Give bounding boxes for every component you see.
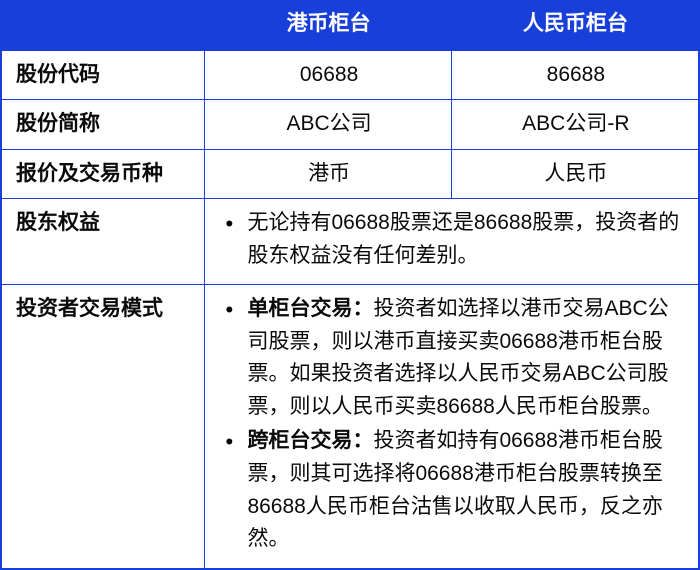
label-stock-code: 股份代码 bbox=[2, 51, 204, 100]
label-stock-name-text: 股份简称 bbox=[16, 108, 100, 141]
header-rmb: 人民币柜台 bbox=[451, 0, 698, 49]
value-name-hkd: ABC公司 bbox=[204, 100, 450, 149]
mode-bullet-list: 单柜台交易：投资者如选择以港币交易ABC公司股票，则以港币直接买卖06688港币… bbox=[221, 293, 682, 557]
row-stock-name: 股份简称 ABC公司 ABC公司-R bbox=[2, 99, 698, 149]
header-blank bbox=[2, 0, 204, 49]
row-stock-code: 股份代码 06688 86688 bbox=[2, 49, 698, 100]
label-currency: 报价及交易币种 bbox=[2, 150, 204, 199]
label-rights: 股东权益 bbox=[2, 199, 204, 284]
label-currency-text: 报价及交易币种 bbox=[16, 158, 163, 191]
row-currency: 报价及交易币种 港币 人民币 bbox=[2, 149, 698, 199]
mode-bullet-cross: 跨柜台交易：投资者如持有06688港币柜台股票，则其可选择将06688港币柜台股… bbox=[221, 425, 682, 555]
value-name-rmb: ABC公司-R bbox=[451, 100, 698, 149]
rights-bullet: 无论持有06688股票还是86688股票，投资者的股东权益没有任何差别。 bbox=[221, 207, 682, 272]
table-body: 股份代码 06688 86688 股份简称 ABC公司 ABC公司-R 报价及交… bbox=[2, 49, 698, 568]
value-code-rmb-text: 86688 bbox=[547, 59, 605, 92]
value-rights: 无论持有06688股票还是86688股票，投资者的股东权益没有任何差别。 bbox=[204, 199, 698, 284]
value-name-rmb-text: ABC公司-R bbox=[522, 108, 629, 141]
value-code-hkd-text: 06688 bbox=[300, 59, 358, 92]
table-header-row: 港币柜台 人民币柜台 bbox=[2, 0, 698, 49]
row-shareholder-rights: 股东权益 无论持有06688股票还是86688股票，投资者的股东权益没有任何差别… bbox=[2, 198, 698, 284]
value-currency-rmb: 人民币 bbox=[451, 150, 698, 199]
dual-counter-table: 港币柜台 人民币柜台 股份代码 06688 86688 股份简称 ABC公司 A… bbox=[0, 0, 700, 570]
value-code-hkd: 06688 bbox=[204, 51, 450, 100]
label-rights-text: 股东权益 bbox=[16, 207, 100, 240]
value-currency-hkd: 港币 bbox=[204, 150, 450, 199]
label-stock-code-text: 股份代码 bbox=[16, 59, 100, 92]
label-mode-text: 投资者交易模式 bbox=[16, 293, 163, 326]
label-mode: 投资者交易模式 bbox=[2, 285, 204, 567]
label-stock-name: 股份简称 bbox=[2, 100, 204, 149]
header-rmb-text: 人民币柜台 bbox=[523, 8, 628, 41]
value-currency-rmb-text: 人民币 bbox=[544, 158, 607, 191]
mode-b2-title: 跨柜台交易： bbox=[247, 429, 373, 452]
mode-b1-title: 单柜台交易： bbox=[247, 297, 373, 320]
value-name-hkd-text: ABC公司 bbox=[286, 108, 371, 141]
rights-bullet-text: 无论持有06688股票还是86688股票，投资者的股东权益没有任何差别。 bbox=[247, 211, 679, 267]
header-hkd: 港币柜台 bbox=[204, 0, 450, 49]
row-trading-mode: 投资者交易模式 单柜台交易：投资者如选择以港币交易ABC公司股票，则以港币直接买… bbox=[2, 284, 698, 567]
value-currency-hkd-text: 港币 bbox=[308, 158, 350, 191]
rights-bullet-list: 无论持有06688股票还是86688股票，投资者的股东权益没有任何差别。 bbox=[221, 207, 682, 274]
value-code-rmb: 86688 bbox=[451, 51, 698, 100]
mode-bullet-single: 单柜台交易：投资者如选择以港币交易ABC公司股票，则以港币直接买卖06688港币… bbox=[221, 293, 682, 423]
value-mode: 单柜台交易：投资者如选择以港币交易ABC公司股票，则以港币直接买卖06688港币… bbox=[204, 285, 698, 567]
header-hkd-text: 港币柜台 bbox=[287, 8, 371, 41]
